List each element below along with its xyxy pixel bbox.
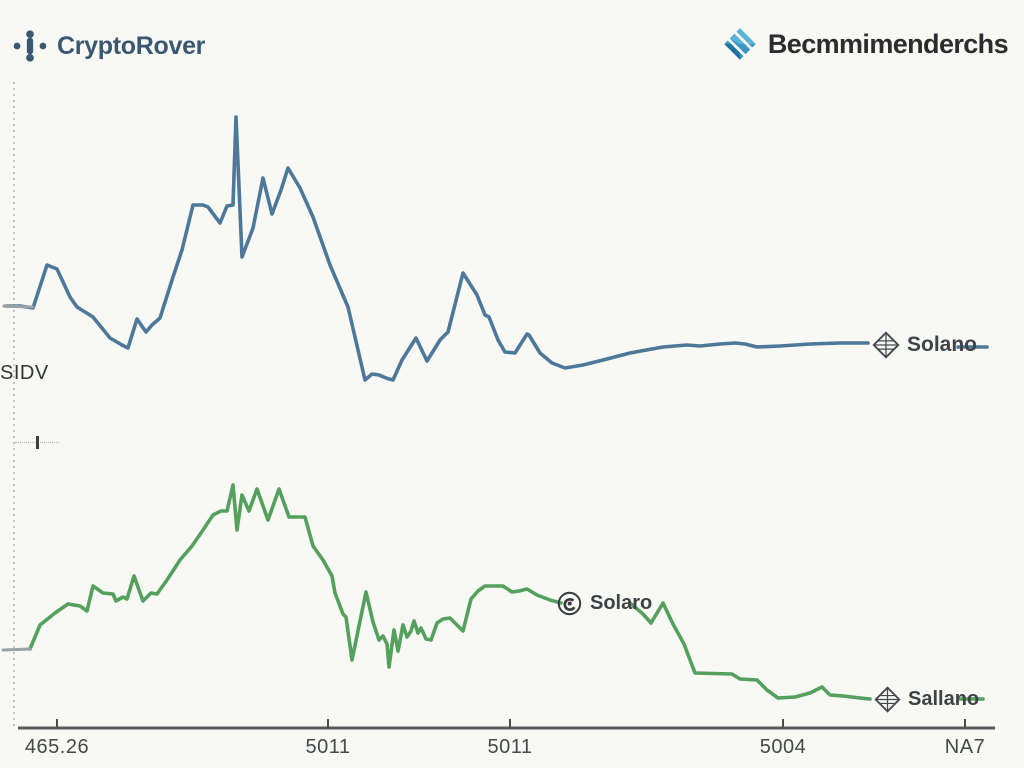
series-label-solano: Solano [872, 331, 977, 359]
line-series-solano [4, 115, 870, 382]
x-tick-label: 5004 [759, 736, 807, 758]
left-logo-text: CryptoRover [57, 31, 206, 60]
line-series-lead-blue [2, 304, 35, 309]
right-logo-text: Becmmimenderchs [767, 28, 1009, 59]
x-tick-label: 465.26 [24, 736, 90, 758]
circle-swirl-icon [557, 591, 582, 616]
series-label-solaro: Solaro [556, 590, 652, 617]
axes-layer [13, 82, 995, 730]
x-tick-label: NA7 [944, 736, 986, 758]
recommenders-icon [724, 28, 756, 60]
series-layer [1, 115, 989, 701]
series-label-solaro-text: Solaro [590, 592, 653, 614]
y-axis-tick [36, 436, 39, 449]
left-logo: CryptoRover [12, 28, 205, 64]
cryptorover-icon [13, 30, 47, 62]
diamond-gem-icon [874, 686, 901, 713]
series-label-sallano-text: Sallano [908, 688, 980, 710]
right-logo: Becmmimenderchs [722, 26, 1009, 62]
line-series-lead-green [1, 647, 32, 652]
x-tick-label: 5011 [487, 736, 533, 758]
y-axis-label: SIDV [0, 362, 49, 384]
series-label-sallano: Sallano [874, 686, 979, 713]
x-tick-label: 5011 [305, 736, 351, 758]
series-label-solano-text: Solano [907, 333, 978, 356]
line-series-sallano [28, 483, 563, 669]
line-series-sallano [628, 601, 872, 701]
diamond-gem-icon [872, 331, 900, 359]
